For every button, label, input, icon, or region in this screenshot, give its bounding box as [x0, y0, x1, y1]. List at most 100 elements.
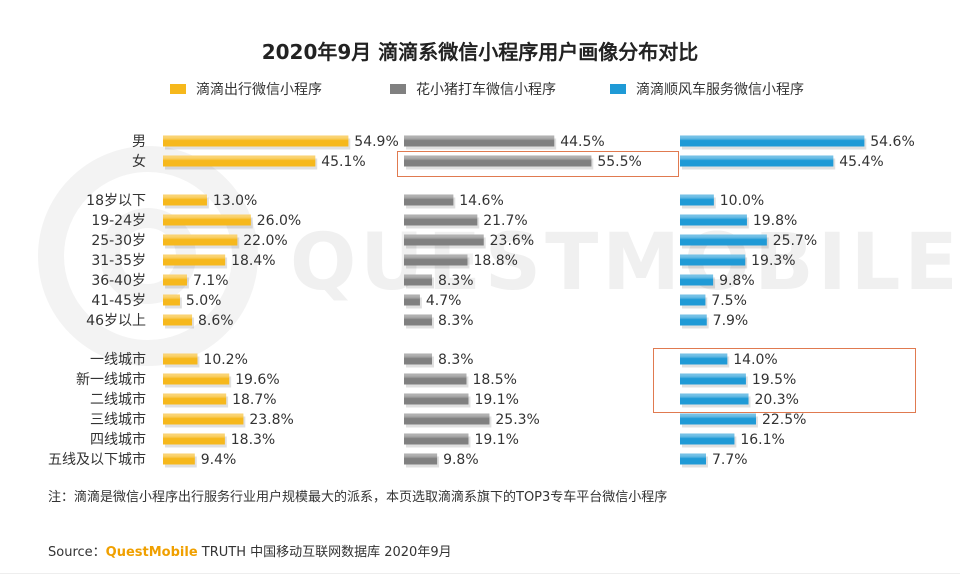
category-label: 41-45岁: [91, 293, 146, 309]
bar-highlight: [163, 254, 226, 266]
category-label: 19-24岁: [91, 213, 146, 229]
category-label: 新一线城市: [76, 371, 146, 388]
chart-title: 2020年9月 滴滴系微信小程序用户画像分布对比: [261, 40, 699, 64]
data-label: 8.6%: [198, 313, 234, 329]
data-label: 54.6%: [870, 134, 914, 150]
data-label: 7.1%: [193, 273, 229, 289]
bar-highlight: [404, 433, 469, 445]
data-label: 9.8%: [443, 452, 479, 468]
bar-highlight: [680, 214, 747, 226]
bar-highlight: [163, 433, 225, 445]
bar-highlight: [404, 135, 555, 147]
data-label: 18.3%: [231, 432, 275, 448]
category-label: 五线及以下城市: [48, 451, 146, 468]
bar-highlight: [404, 413, 490, 425]
bar-highlight: [680, 155, 834, 167]
data-label: 21.7%: [483, 213, 527, 229]
data-label: 20.3%: [755, 392, 799, 408]
bar-highlight: [163, 274, 187, 286]
bar-highlight: [680, 234, 767, 246]
data-label: 7.9%: [713, 313, 749, 329]
data-label: 45.4%: [839, 154, 883, 170]
bar-highlight: [680, 413, 756, 425]
bar-highlight: [404, 234, 484, 246]
bar-highlight: [680, 274, 714, 286]
bar-highlight: [404, 274, 433, 286]
legend-swatch-didi-shunfengche: [610, 84, 626, 94]
data-label: 19.1%: [474, 392, 518, 408]
bar-highlight: [163, 294, 180, 306]
data-label: 8.3%: [438, 313, 474, 329]
data-label: 14.6%: [459, 193, 503, 209]
bar-highlight: [680, 294, 706, 306]
category-label: 25-30岁: [91, 233, 146, 249]
data-label: 23.6%: [490, 233, 534, 249]
category-label: 三线城市: [90, 411, 146, 428]
data-label: 5.0%: [186, 293, 222, 309]
bar-highlight: [163, 373, 230, 385]
bar-highlight: [680, 453, 706, 465]
data-label: 23.8%: [249, 412, 293, 428]
bar-highlight: [163, 393, 227, 405]
data-label: 19.6%: [235, 372, 279, 388]
legend-swatch-didi-chuxing: [170, 84, 186, 94]
bar-highlight: [404, 373, 467, 385]
bar-highlight: [404, 254, 468, 266]
data-label: 18.5%: [472, 372, 516, 388]
data-label: 13.0%: [213, 193, 257, 209]
source-line: Source：QuestMobile TRUTH 中国移动互联网数据库 2020…: [48, 541, 452, 560]
data-label: 19.8%: [753, 213, 797, 229]
category-label: 36-40岁: [91, 273, 146, 289]
bar-highlight: [680, 393, 749, 405]
data-label: 7.7%: [712, 452, 748, 468]
data-label: 18.4%: [231, 253, 275, 269]
data-label: 16.1%: [740, 432, 784, 448]
bar-highlight: [163, 135, 349, 147]
bar-highlight: [680, 314, 707, 326]
category-label: 男: [132, 134, 146, 150]
data-label: 19.1%: [474, 432, 518, 448]
footnote: 注：滴滴是微信小程序出行服务行业用户规模最大的派系，本页选取滴滴系旗下的TOP3…: [48, 490, 668, 505]
source-brand: QuestMobile: [105, 545, 198, 560]
data-label: 4.7%: [426, 293, 462, 309]
bar-highlight: [163, 234, 238, 246]
bar-highlight: [163, 214, 251, 226]
source-label: Source：: [48, 545, 106, 560]
bar-highlight: [163, 194, 207, 206]
bar-highlight: [680, 194, 714, 206]
data-label: 7.5%: [711, 293, 747, 309]
category-label: 女: [132, 153, 146, 170]
data-label: 19.3%: [751, 253, 795, 269]
data-label: 22.0%: [243, 233, 287, 249]
data-label: 25.3%: [495, 412, 539, 428]
legend-label-didi-shunfengche: 滴滴顺风车服务微信小程序: [636, 82, 804, 98]
data-label: 8.3%: [438, 352, 474, 368]
data-label: 10.0%: [720, 193, 764, 209]
category-label: 46岁以上: [86, 313, 146, 329]
data-label: 22.5%: [762, 412, 806, 428]
bar-highlight: [404, 353, 433, 365]
data-label: 10.2%: [203, 352, 247, 368]
source-rest: TRUTH 中国移动互联网数据库 2020年9月: [197, 545, 452, 560]
data-label: 8.3%: [438, 273, 474, 289]
bar-highlight: [404, 194, 454, 206]
bar-highlight: [163, 453, 195, 465]
bar-highlight: [680, 373, 746, 385]
bar-highlight: [163, 314, 193, 326]
bar-highlight: [680, 433, 735, 445]
category-label: 31-35岁: [91, 253, 146, 269]
bar-highlight: [680, 353, 728, 365]
bar-highlight: [404, 214, 478, 226]
category-label: 四线城市: [90, 431, 146, 448]
data-label: 44.5%: [560, 134, 604, 150]
bar-highlight: [163, 155, 316, 167]
legend-label-didi-chuxing: 滴滴出行微信小程序: [196, 82, 322, 98]
legend-item-huaxiaozhu: 花小猪打车微信小程序: [390, 79, 556, 99]
bar-highlight: [680, 254, 746, 266]
data-label: 9.8%: [719, 273, 755, 289]
highlight-box-female-huaxiaozhu: [397, 151, 679, 177]
bar-highlight: [163, 353, 198, 365]
bar-highlight: [404, 453, 438, 465]
bar-highlight: [163, 413, 244, 425]
